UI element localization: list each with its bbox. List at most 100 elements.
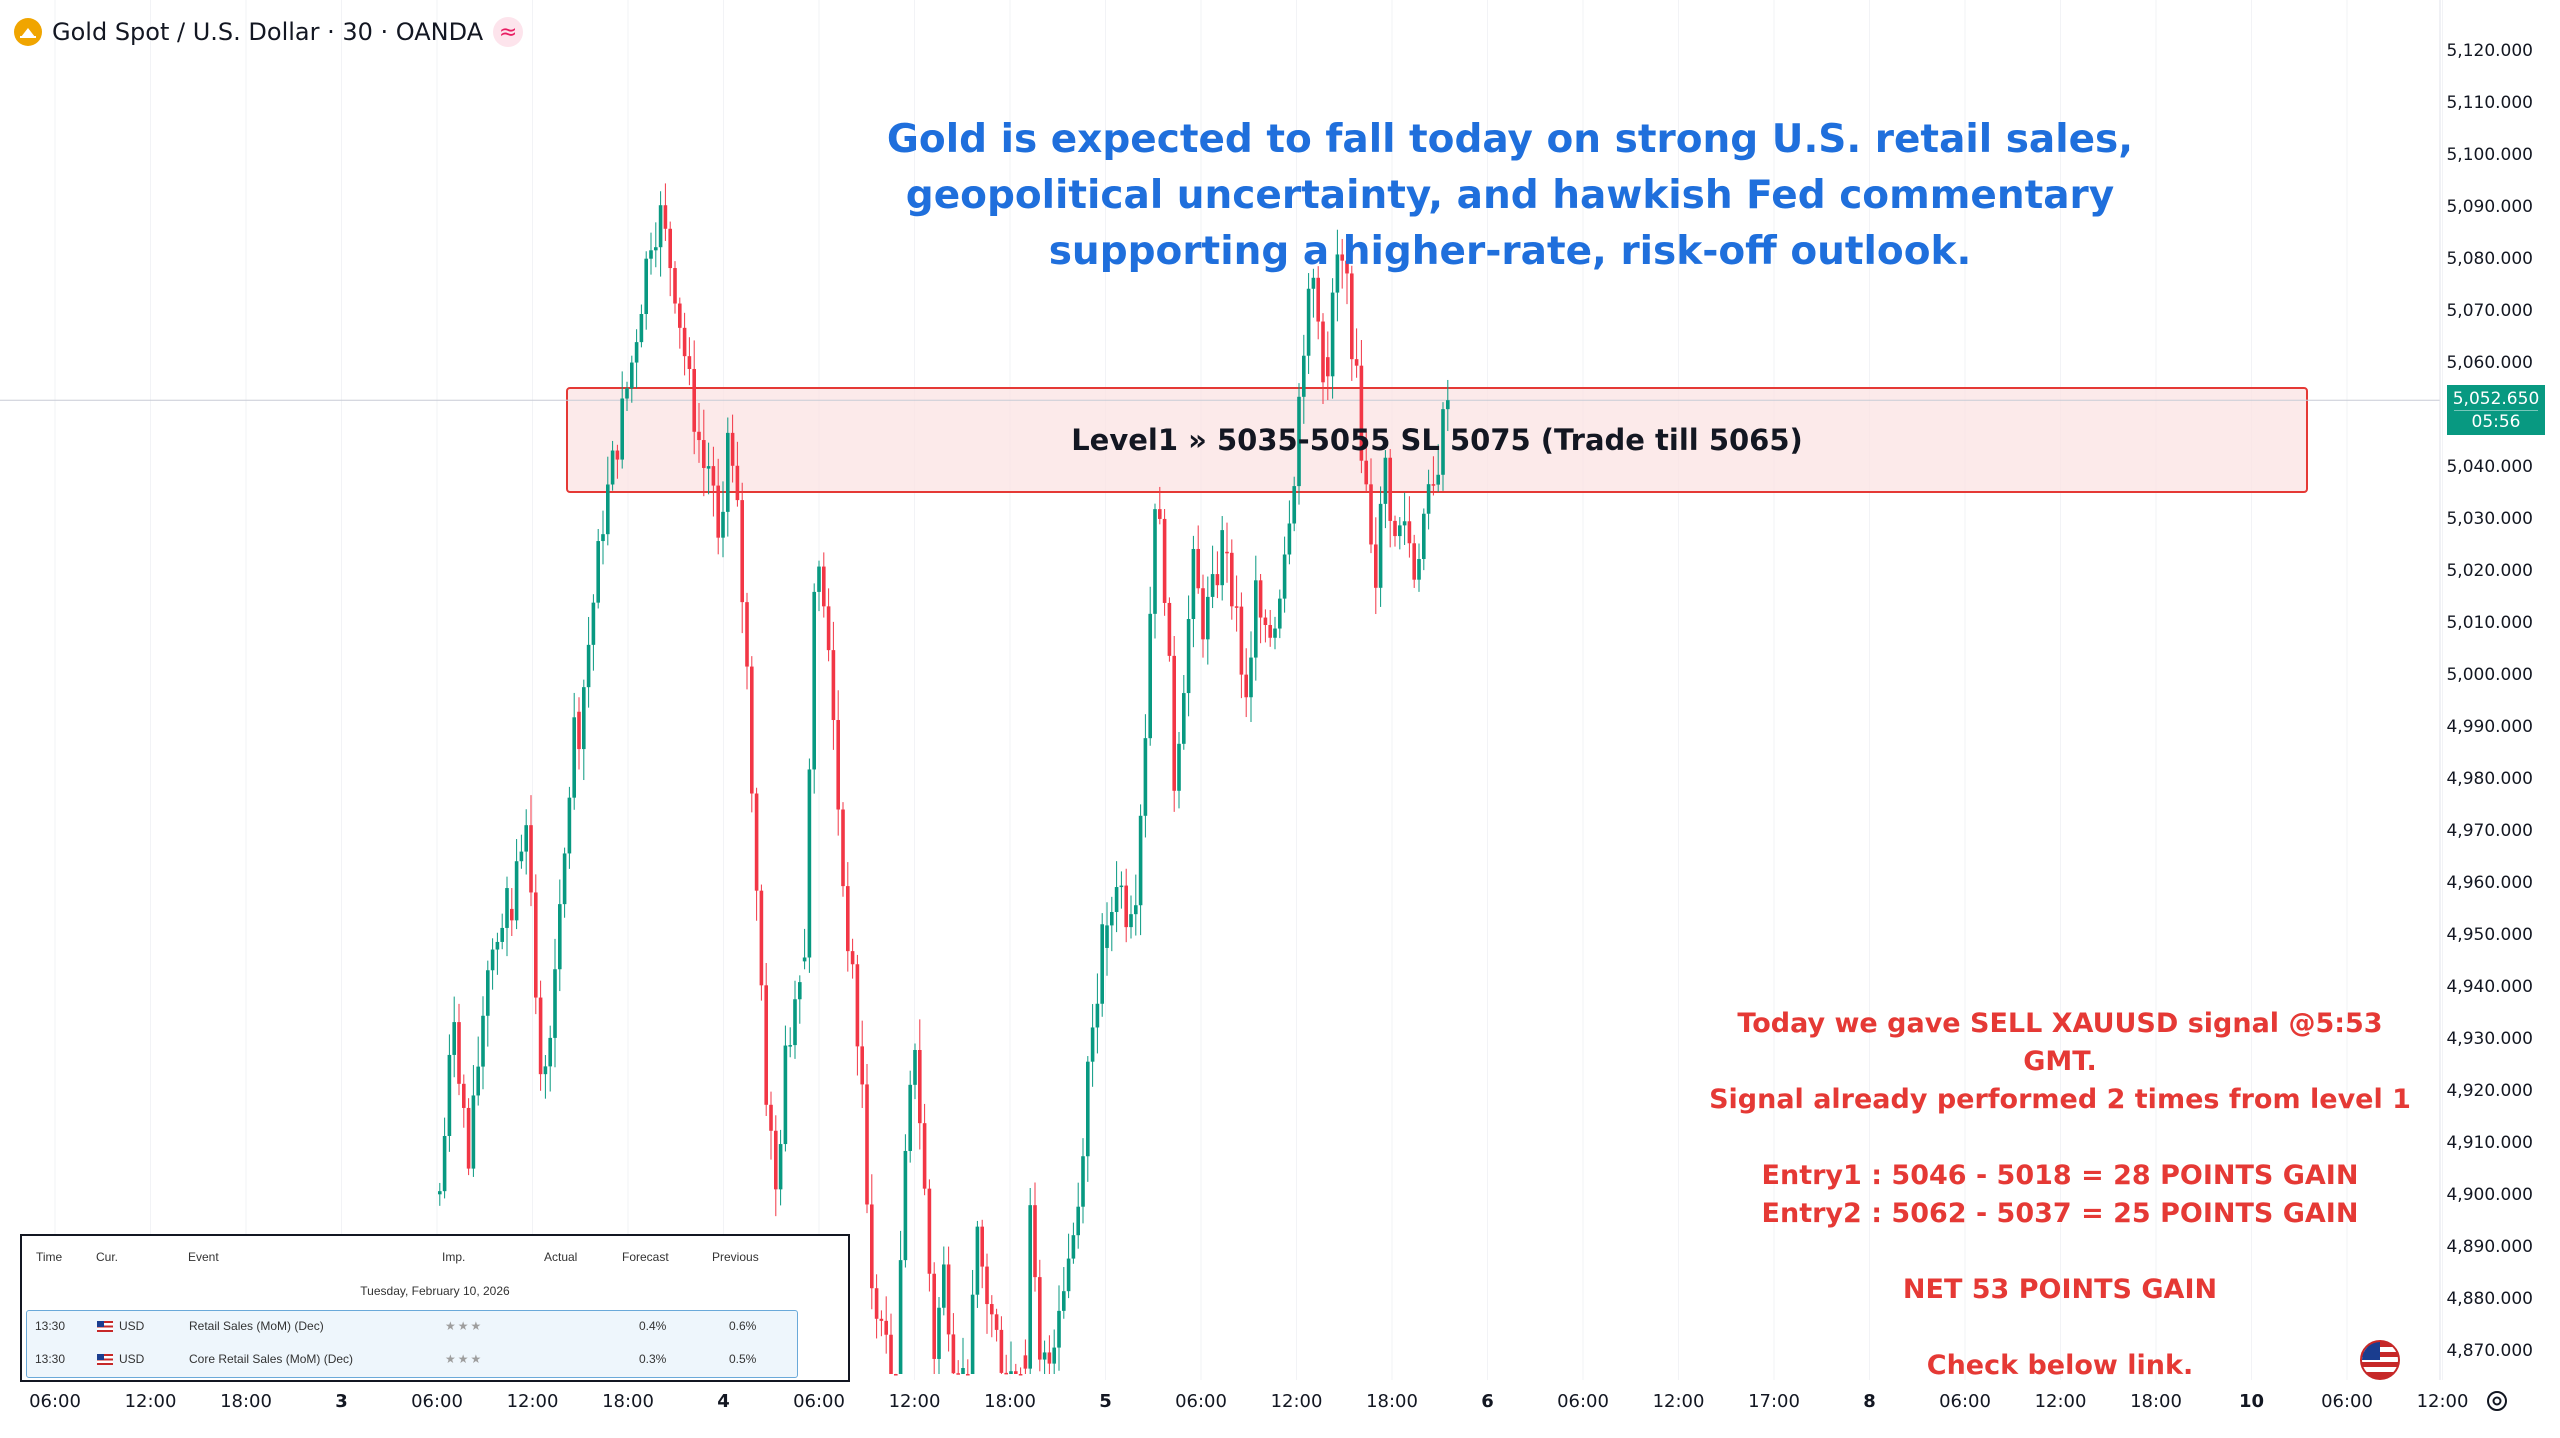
candle [1297, 383, 1301, 505]
candle [567, 786, 572, 869]
col-time: Time [36, 1250, 63, 1264]
time-tick-label: 10 [2239, 1391, 2264, 1412]
candle [1292, 476, 1296, 532]
price-axis[interactable]: 5,120.000 5,110.000 5,100.000 5,090.000 5,08… [2446, 41, 2533, 1361]
candle [697, 403, 701, 463]
candle [774, 1115, 778, 1217]
price-tick-label: 4,970.000 [2446, 821, 2533, 841]
candle [1110, 896, 1114, 952]
row-forecast: 0.4% [639, 1319, 667, 1333]
price-tick-label: 4,950.000 [2446, 925, 2533, 945]
candle [1417, 543, 1421, 592]
candle [1138, 804, 1143, 936]
signal-link[interactable]: Check below link. [1926, 1350, 2194, 1381]
settings-gear-icon[interactable] [2484, 1388, 2510, 1414]
candle [1345, 237, 1349, 305]
signal-spacer [1700, 1119, 2420, 1157]
candle [836, 690, 840, 836]
candle [865, 1063, 869, 1214]
candle [466, 1098, 471, 1176]
signal-entry-1: Entry1 : 5046 - 5018 = 28 POINTS GAIN [1761, 1160, 2359, 1191]
row-event: Core Retail Sales (MoM) (Dec) [189, 1352, 354, 1366]
time-tick-label: 4 [717, 1391, 730, 1412]
candle [678, 297, 682, 349]
candle [822, 552, 826, 618]
time-tick-label: 6 [1481, 1391, 1494, 1412]
candle [486, 960, 490, 1047]
candle [1374, 517, 1378, 615]
price-tick-label: 5,040.000 [2446, 457, 2533, 477]
candle [1018, 1367, 1023, 1376]
candle [1441, 402, 1445, 491]
time-tick-label: 06:00 [411, 1391, 463, 1412]
candle [1206, 576, 1210, 665]
candle [1129, 895, 1133, 939]
candle [447, 1034, 452, 1152]
calendar-row[interactable]: 13:30 USD Retail Sales (MoM) (Dec) ★★★ 0… [27, 1311, 797, 1343]
candle [894, 1373, 898, 1376]
candle [1369, 458, 1373, 554]
symbol-header[interactable]: Gold Spot / U.S. Dollar · 30 · OANDA ≈ [14, 14, 524, 50]
headline-line-3: supporting a higher-rate, risk-off outlo… [1048, 229, 1972, 274]
candle [879, 1310, 884, 1337]
price-tick-label: 5,060.000 [2446, 353, 2533, 373]
price-tick-label: 5,010.000 [2446, 613, 2533, 633]
time-tick-label: 18:00 [1366, 1391, 1418, 1412]
candle [1287, 500, 1292, 565]
candle [457, 1003, 461, 1096]
candle [908, 1070, 912, 1163]
time-tick-label: 12:00 [889, 1391, 941, 1412]
candle [1278, 589, 1282, 639]
candle [750, 656, 754, 813]
candle [1033, 1182, 1037, 1292]
time-axis[interactable]: 06:00 12:00 18:00 3 06:00 12:00 18:00 4 06:00 12:… [29, 1391, 2468, 1412]
candle [913, 1043, 917, 1100]
candle [798, 975, 802, 1024]
gold-coin-icon [14, 18, 42, 46]
candle [1167, 597, 1172, 662]
candle [1330, 278, 1335, 399]
candle [1081, 1138, 1085, 1224]
candle [1326, 331, 1330, 401]
candle [625, 381, 629, 411]
candle [985, 1253, 989, 1334]
wave-icon[interactable]: ≈ [493, 17, 524, 47]
us-flag-icon[interactable] [2360, 1340, 2400, 1380]
candle [548, 1025, 552, 1092]
candle [1402, 492, 1407, 545]
candle [1273, 616, 1277, 650]
candle [601, 510, 605, 565]
signal-spacer [1700, 1233, 2420, 1271]
time-tick-label: 12:00 [1653, 1391, 1705, 1412]
level1-zone-label: Level1 » 5035-5055 SL 5075 (Trade till 5… [1071, 423, 1803, 457]
candle [1263, 609, 1268, 643]
candle [1090, 1004, 1095, 1087]
candle [610, 440, 615, 491]
candle [1316, 266, 1320, 340]
candle [990, 1295, 994, 1338]
candle [788, 1027, 792, 1058]
candle [639, 304, 644, 348]
candle [1321, 313, 1325, 405]
candle [1153, 503, 1157, 639]
time-tick-label: 8 [1863, 1391, 1876, 1412]
time-tick-label: 12:00 [2417, 1391, 2469, 1412]
calendar-row[interactable]: 13:30 USD Core Retail Sales (MoM) (Dec) … [27, 1344, 797, 1376]
candle [649, 232, 653, 275]
candle [1254, 555, 1258, 681]
candle [922, 1103, 927, 1196]
symbol-title: Gold Spot / U.S. Dollar · 30 · OANDA [52, 18, 484, 46]
candle [1422, 508, 1426, 571]
candle [1009, 1341, 1013, 1374]
candle [1282, 536, 1287, 613]
time-tick-label: 06:00 [1175, 1391, 1227, 1412]
candle [620, 371, 624, 469]
candle [1258, 573, 1263, 644]
candle [630, 355, 634, 403]
candle [553, 938, 557, 1068]
candle [442, 1117, 447, 1199]
signal-spacer [1700, 1309, 2420, 1347]
candle [673, 261, 677, 314]
bar-countdown: 05:56 [2471, 411, 2521, 432]
